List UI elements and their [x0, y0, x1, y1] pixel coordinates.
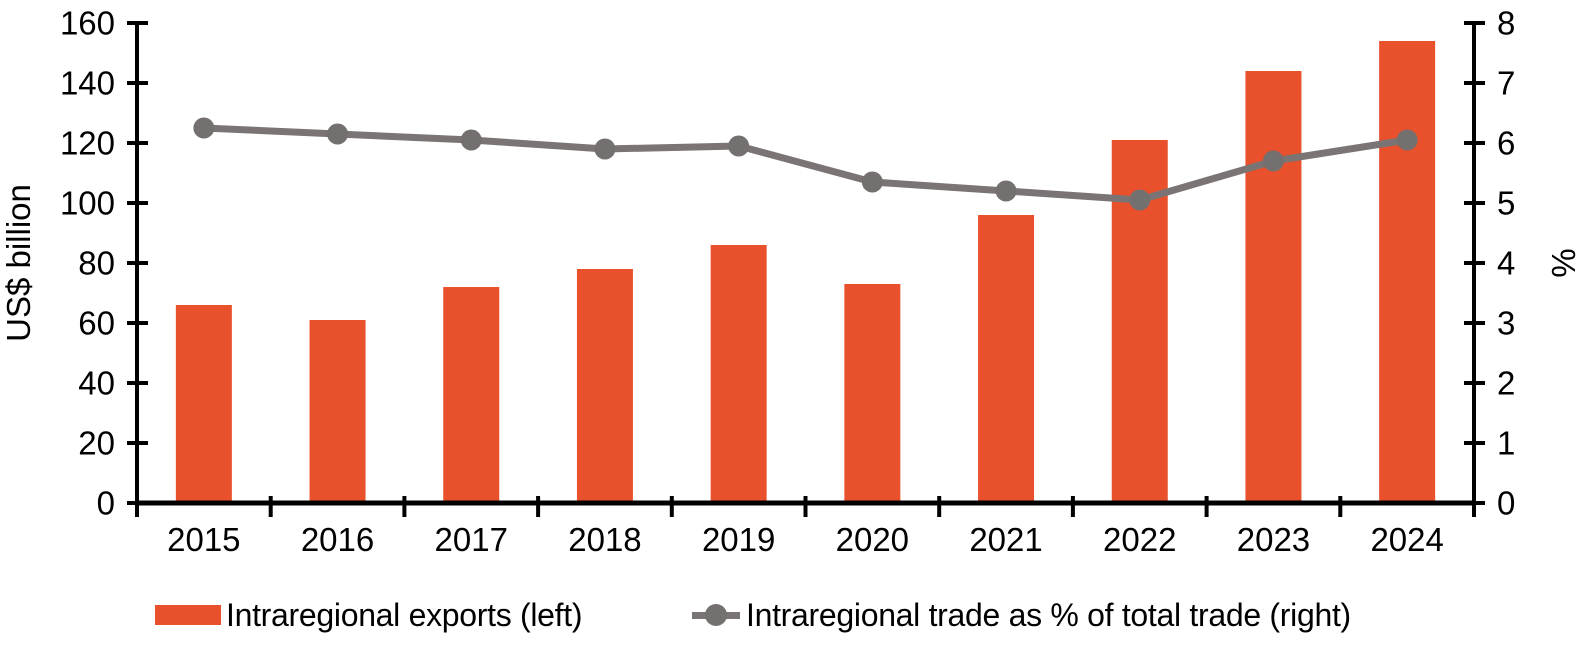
- bar-2020: [844, 284, 901, 503]
- line-marker-2016: [327, 123, 349, 145]
- y-axis-tick-label: 20: [78, 425, 115, 462]
- bar-2021: [978, 215, 1035, 503]
- x-axis-tick-label-2017: 2017: [435, 521, 508, 558]
- x-axis-tick-label-2020: 2020: [836, 521, 909, 558]
- right-axis-tick-label: 2: [1497, 365, 1515, 402]
- y-axis-tick-label: 0: [97, 485, 115, 522]
- bar-2015: [175, 305, 232, 503]
- line-marker-2021: [995, 180, 1017, 202]
- right-axis-tick-label: 1: [1497, 425, 1515, 462]
- bar-2017: [443, 287, 500, 503]
- y-axis-tick-label: 60: [78, 305, 115, 342]
- bar-2019: [710, 245, 767, 503]
- x-axis-tick-label-2023: 2023: [1237, 521, 1310, 558]
- x-axis-tick-label-2022: 2022: [1103, 521, 1176, 558]
- x-axis-tick-label-2018: 2018: [568, 521, 641, 558]
- right-axis-tick-label: 3: [1497, 305, 1515, 342]
- bar-2018: [576, 269, 633, 503]
- y-axis-tick-label: 40: [78, 365, 115, 402]
- line-marker-2019: [728, 135, 750, 157]
- legend-share-label: Intraregional trade as % of total trade …: [746, 597, 1351, 633]
- line-dot-icon: [705, 604, 727, 626]
- right-axis-tick-label: 0: [1497, 485, 1515, 522]
- legend-item-share: Intraregional trade as % of total trade …: [692, 598, 1351, 632]
- x-axis-tick-label-2024: 2024: [1370, 521, 1443, 558]
- line-marker-2020: [861, 171, 883, 193]
- legend-item-exports: Intraregional exports (left): [155, 597, 583, 633]
- line-marker-2024: [1396, 129, 1418, 151]
- y-axis-tick-label: 160: [60, 5, 115, 42]
- right-axis-tick-label: 6: [1497, 125, 1515, 162]
- bar-2016: [309, 320, 366, 503]
- bar-2023: [1245, 71, 1302, 503]
- bar-2024: [1379, 41, 1436, 503]
- line-marker-2023: [1262, 150, 1284, 172]
- right-axis-tick-label: 8: [1497, 5, 1515, 42]
- line-marker-2018: [594, 138, 616, 160]
- legend-exports-label: Intraregional exports (left): [226, 597, 583, 633]
- line-marker-icon: [692, 598, 740, 632]
- y-axis-tick-label: 120: [60, 125, 115, 162]
- x-axis-tick-label-2015: 2015: [167, 521, 240, 558]
- trade-share-line: [203, 124, 1408, 204]
- right-axis-title: %: [1545, 248, 1582, 277]
- y-axis-tick-label: 80: [78, 245, 115, 282]
- exports-swatch-icon: [155, 605, 221, 625]
- right-axis-tick-label: 7: [1497, 65, 1515, 102]
- left-axis-title: US$ billion: [0, 184, 37, 342]
- x-axis-tick-label-2016: 2016: [301, 521, 374, 558]
- line-marker-2017: [460, 129, 482, 151]
- x-axis-tick-label-2019: 2019: [702, 521, 775, 558]
- x-axis-tick-label-2021: 2021: [969, 521, 1042, 558]
- line-marker-2015: [193, 117, 215, 139]
- y-axis-tick-label: 140: [60, 65, 115, 102]
- y-axis-tick-label: 100: [60, 185, 115, 222]
- line-marker-2022: [1129, 189, 1151, 211]
- right-axis-tick-label: 4: [1497, 245, 1515, 282]
- right-axis-tick-label: 5: [1497, 185, 1515, 222]
